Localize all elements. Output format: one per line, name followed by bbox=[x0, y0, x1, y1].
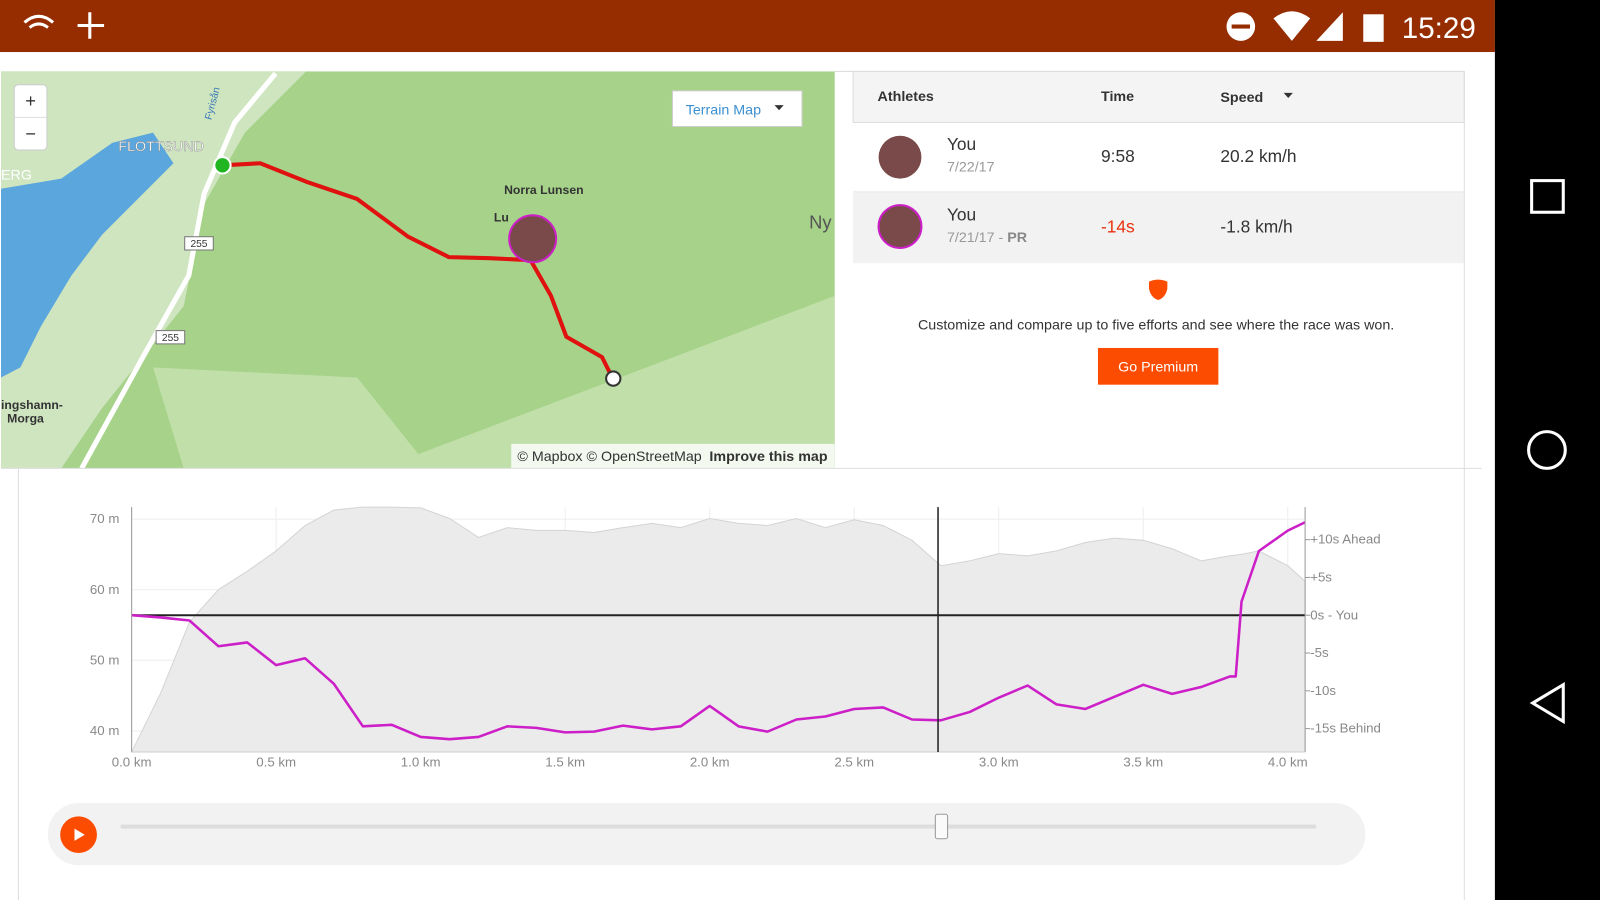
leaderboard: Athletes Time Speed You 7/22/17 9:58 20.… bbox=[852, 70, 1465, 385]
separator: - bbox=[999, 230, 1004, 246]
header-cell[interactable]: Speed bbox=[1220, 90, 1263, 106]
time-gap-line bbox=[131, 521, 1306, 741]
map-label: Norra Lunsen bbox=[504, 183, 584, 197]
elevation-chart[interactable]: 0.0 km 0.5 km 1.0 km 1.5 km 2.0 km 2.5 km 3.0 … bbox=[90, 506, 1381, 769]
effort-time: -14s bbox=[1101, 217, 1135, 237]
premium-button[interactable] bbox=[1097, 347, 1219, 385]
dnd-bar bbox=[1231, 24, 1250, 29]
x-tick-label: 4.0 km bbox=[1268, 754, 1308, 769]
sort-caret bbox=[1283, 92, 1293, 98]
x-tick-label: 2.5 km bbox=[834, 754, 874, 769]
x-tick-label: 3.5 km bbox=[1123, 754, 1163, 769]
route bbox=[222, 161, 615, 379]
effort-speed: -1.8 km/h bbox=[1220, 217, 1292, 237]
y-tick-label: 50 m bbox=[90, 652, 119, 667]
premium-button-label: Go Premium bbox=[1118, 359, 1198, 375]
map-label: ERG bbox=[1, 168, 32, 184]
athlete-name: You bbox=[947, 204, 976, 224]
map-label: ingshamn- bbox=[1, 398, 63, 412]
y-tick-label: 60 m bbox=[90, 582, 119, 597]
attribution: © Mapbox © OpenStreetMap bbox=[517, 449, 701, 465]
status-bar bbox=[0, 0, 1495, 53]
y-tick-label: 40 m bbox=[90, 723, 119, 738]
effort-speed: 20.2 km/h bbox=[1220, 146, 1296, 166]
player-bg bbox=[47, 803, 1366, 866]
x-tick-label: 3.0 km bbox=[979, 754, 1019, 769]
scrub-thumb[interactable] bbox=[934, 813, 949, 840]
route-start bbox=[213, 156, 232, 175]
map-road bbox=[79, 71, 278, 470]
map-style-label: Terrain Map bbox=[686, 102, 761, 118]
premium-shield bbox=[1148, 279, 1168, 300]
wifi-icon bbox=[1273, 11, 1311, 41]
map-label: Lu bbox=[494, 210, 509, 224]
route-finish bbox=[605, 370, 622, 387]
map[interactable]: FLOTTSUND Norra Lunsen ERG Ny Fyrisån 25… bbox=[1, 71, 835, 470]
dropdown-caret bbox=[774, 105, 784, 111]
effort-date: 7/21/17 - PR bbox=[947, 230, 1028, 246]
athlete-name: You bbox=[947, 134, 976, 154]
y2-tick-label: -5s bbox=[1310, 645, 1329, 660]
x-tick-label: 1.5 km bbox=[545, 754, 585, 769]
table-header bbox=[852, 70, 1465, 123]
effort-date: 7/22/17 bbox=[947, 159, 995, 175]
map-label: Ny bbox=[809, 212, 832, 233]
status-icons bbox=[23, 12, 105, 39]
date: 7/21/17 bbox=[947, 230, 995, 246]
avatar bbox=[878, 135, 922, 179]
row-highlight bbox=[853, 191, 1465, 264]
nav-bar bbox=[1494, 0, 1600, 900]
header-cell: Time bbox=[1101, 89, 1134, 105]
x-tick-label: 1.0 km bbox=[401, 754, 441, 769]
improve-map-link[interactable]: Improve this map bbox=[709, 449, 827, 465]
x-tick-label: 0.5 km bbox=[256, 754, 296, 769]
y2-tick-label: +10s Ahead bbox=[1310, 532, 1380, 547]
map-label: 255 bbox=[190, 239, 207, 250]
x-tick-label: 0.0 km bbox=[112, 754, 152, 769]
road-shield bbox=[184, 236, 214, 251]
y2-tick-label: 0s - You bbox=[1310, 607, 1358, 622]
zoom-out[interactable]: − bbox=[25, 123, 36, 144]
effort-time: 9:58 bbox=[1101, 146, 1135, 166]
x-tick-label: 2.0 km bbox=[690, 754, 730, 769]
promo-text: Customize and compare up to five efforts… bbox=[918, 318, 1394, 334]
athlete-marker bbox=[508, 214, 558, 264]
signal-icon bbox=[1316, 12, 1343, 41]
battery-icon bbox=[1363, 14, 1384, 42]
clock: 15:29 bbox=[1402, 12, 1476, 45]
elevation-area bbox=[130, 506, 1306, 753]
y2-tick-label: -10s bbox=[1310, 683, 1336, 698]
y2-tick-label: +5s bbox=[1310, 570, 1332, 585]
playback-bar bbox=[47, 803, 1366, 866]
header-cell: Athletes bbox=[878, 89, 934, 105]
map-label: FLOTTSUND bbox=[118, 139, 204, 155]
road-shield bbox=[155, 330, 186, 345]
y-tick-label: 70 m bbox=[90, 511, 119, 526]
back-button[interactable] bbox=[1529, 681, 1565, 725]
recents-button[interactable] bbox=[1530, 179, 1565, 214]
map-lake bbox=[1, 132, 174, 378]
map-label: Morga bbox=[7, 411, 44, 425]
y2-tick-label: -15s Behind bbox=[1310, 721, 1381, 736]
avatar bbox=[877, 204, 923, 249]
attribution-bg bbox=[511, 443, 835, 469]
pr-badge: PR bbox=[1007, 230, 1028, 246]
zoom-in[interactable]: + bbox=[25, 90, 36, 111]
map-clearing bbox=[153, 295, 835, 469]
home-button[interactable] bbox=[1527, 430, 1567, 470]
play-icon bbox=[74, 828, 85, 841]
map-label: 255 bbox=[162, 333, 179, 344]
